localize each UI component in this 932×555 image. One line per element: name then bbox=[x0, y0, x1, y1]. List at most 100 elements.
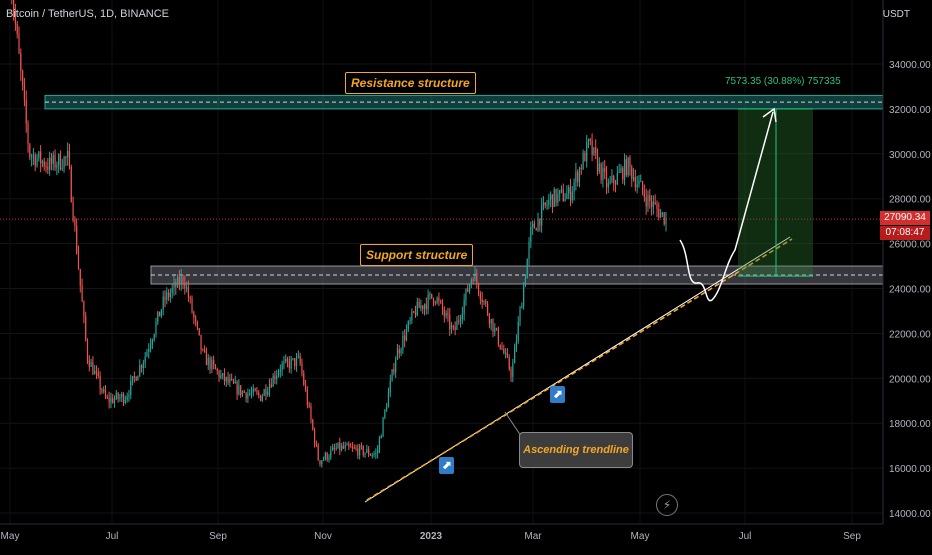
candle-body bbox=[557, 193, 559, 203]
candle bbox=[241, 390, 244, 397]
candle-body bbox=[243, 391, 245, 393]
y-tick-label: 16000.00 bbox=[889, 464, 931, 475]
candle bbox=[411, 308, 413, 324]
candle-body bbox=[353, 447, 355, 449]
candle-body bbox=[575, 171, 577, 183]
candle-body bbox=[113, 398, 116, 403]
candle-body bbox=[119, 397, 121, 399]
candle bbox=[259, 394, 262, 402]
candle bbox=[68, 143, 71, 170]
candle bbox=[173, 275, 175, 296]
candle-body bbox=[505, 352, 507, 354]
candle bbox=[490, 318, 492, 331]
candle-body bbox=[450, 325, 453, 330]
candle-body bbox=[79, 268, 81, 286]
candle-body bbox=[43, 161, 45, 167]
candle bbox=[514, 343, 516, 364]
candle bbox=[501, 341, 503, 351]
candle bbox=[449, 308, 451, 336]
candle-body bbox=[445, 313, 447, 317]
candle bbox=[519, 305, 521, 327]
candle bbox=[614, 179, 617, 193]
candle-body bbox=[290, 359, 292, 369]
candle bbox=[277, 368, 280, 378]
candle-body bbox=[81, 285, 83, 302]
candle bbox=[222, 373, 224, 380]
overlays bbox=[364, 107, 813, 503]
candle-body bbox=[483, 301, 485, 303]
candle-body bbox=[36, 158, 38, 166]
candle bbox=[559, 189, 561, 202]
idea-arrow-icon[interactable]: ⬈ bbox=[550, 386, 565, 403]
candle-body bbox=[160, 309, 162, 317]
candle bbox=[322, 456, 325, 462]
candle bbox=[196, 320, 199, 331]
candle-body bbox=[656, 204, 658, 209]
candle-body bbox=[187, 287, 190, 298]
candle-body bbox=[38, 151, 40, 159]
candle bbox=[387, 387, 390, 408]
candle bbox=[267, 386, 269, 397]
candle bbox=[443, 306, 445, 323]
candle bbox=[304, 379, 307, 392]
candle-body bbox=[501, 348, 503, 350]
candle bbox=[148, 343, 150, 359]
candle-body bbox=[94, 370, 96, 375]
candle bbox=[555, 188, 557, 207]
candle bbox=[144, 352, 146, 369]
candle-body bbox=[276, 375, 278, 380]
candle bbox=[11, 0, 13, 5]
candle-body bbox=[45, 166, 47, 168]
candle bbox=[344, 441, 346, 452]
candle bbox=[56, 161, 58, 176]
candle bbox=[377, 445, 379, 459]
candle bbox=[395, 356, 397, 378]
x-tick-label: Jul bbox=[739, 531, 752, 542]
candle bbox=[263, 388, 265, 397]
candles bbox=[11, 0, 667, 468]
candle bbox=[441, 299, 444, 315]
candle bbox=[328, 454, 330, 463]
candle-body bbox=[85, 316, 87, 340]
candle-body bbox=[402, 335, 404, 350]
candle bbox=[393, 362, 395, 376]
lightning-icon[interactable]: ⚡ bbox=[656, 494, 678, 516]
candle-body bbox=[447, 313, 449, 315]
candle bbox=[81, 278, 83, 302]
candle bbox=[512, 358, 514, 383]
candle-body bbox=[578, 167, 581, 182]
candle bbox=[36, 154, 38, 168]
candle-body bbox=[425, 304, 427, 310]
candle bbox=[405, 324, 408, 342]
candle bbox=[225, 376, 227, 387]
candle-body bbox=[467, 288, 469, 292]
candle-body bbox=[144, 356, 146, 363]
candle-body bbox=[380, 435, 382, 439]
candle bbox=[350, 442, 352, 448]
candle bbox=[486, 300, 489, 316]
candle-body bbox=[254, 388, 256, 392]
candle bbox=[533, 220, 536, 229]
candle bbox=[90, 358, 92, 368]
candle-body bbox=[67, 150, 69, 158]
candle-body bbox=[564, 199, 566, 202]
candle bbox=[589, 137, 591, 146]
candle bbox=[613, 174, 615, 192]
candle bbox=[155, 317, 157, 338]
candle-body bbox=[400, 349, 402, 354]
candle-body bbox=[261, 395, 263, 401]
candle-body bbox=[72, 201, 74, 221]
candle bbox=[137, 375, 139, 381]
y-tick-label: 32000.00 bbox=[889, 105, 931, 116]
candle-body bbox=[387, 392, 390, 408]
candle-body bbox=[240, 385, 242, 395]
candle-body bbox=[227, 377, 229, 383]
candle bbox=[425, 297, 427, 315]
candle bbox=[485, 298, 487, 308]
candle bbox=[364, 452, 366, 458]
candle-body bbox=[587, 139, 590, 143]
idea-arrow-icon[interactable]: ⬈ bbox=[439, 457, 454, 474]
candle bbox=[627, 156, 629, 178]
candle bbox=[214, 363, 217, 370]
candle-body bbox=[265, 389, 267, 395]
